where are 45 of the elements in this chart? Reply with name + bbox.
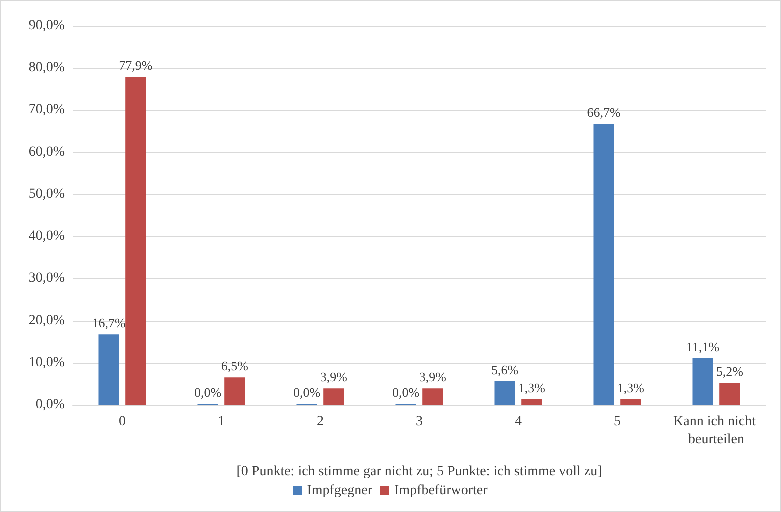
bar bbox=[720, 383, 740, 405]
y-tick-label: 80,0% bbox=[28, 60, 66, 76]
legend-label: Impfbefürworter bbox=[394, 484, 488, 498]
x-tick-label: 2 bbox=[317, 414, 324, 430]
x-tick-label: 3 bbox=[416, 414, 423, 430]
data-label: 0,0% bbox=[294, 385, 321, 400]
bar bbox=[522, 400, 542, 405]
data-label: 0,0% bbox=[194, 385, 222, 400]
bar bbox=[324, 388, 344, 405]
data-label: 77,9% bbox=[119, 58, 153, 73]
bar bbox=[692, 358, 714, 405]
y-tick-label: 50,0% bbox=[28, 186, 66, 202]
y-tick-label: 70,0% bbox=[28, 102, 66, 118]
bar bbox=[494, 381, 516, 405]
x-tick-label: 5 bbox=[614, 414, 621, 430]
bar bbox=[126, 76, 146, 405]
x-tick-label: 1 bbox=[218, 414, 225, 430]
data-label: 16,7% bbox=[92, 316, 126, 331]
data-label: 66,7% bbox=[587, 105, 622, 120]
bar bbox=[224, 378, 246, 405]
y-tick-label: 40,0% bbox=[28, 229, 66, 244]
data-label: 5,2% bbox=[716, 364, 744, 380]
bar bbox=[98, 334, 120, 405]
y-tick-label: 0,0% bbox=[36, 398, 66, 412]
data-label: 3,9% bbox=[419, 370, 447, 385]
data-label: 3,9% bbox=[320, 370, 348, 385]
x-tick-label: 0 bbox=[119, 414, 126, 430]
y-tick-label: 20,0% bbox=[28, 313, 66, 328]
x-tick-label: 4 bbox=[515, 414, 522, 430]
y-tick-label: 30,0% bbox=[28, 271, 66, 286]
data-label: 6,5% bbox=[221, 358, 249, 374]
data-label: 11,1% bbox=[686, 339, 720, 354]
y-tick-label: 90,0% bbox=[28, 18, 66, 34]
data-label: 1,3% bbox=[617, 380, 645, 396]
bar bbox=[422, 388, 444, 405]
data-label: 1,3% bbox=[518, 380, 546, 396]
data-label: 5,6% bbox=[492, 362, 519, 378]
y-tick-label: 60,0% bbox=[28, 144, 66, 160]
x-tick-label: Kann ich nicht beurteilen bbox=[674, 414, 760, 448]
bar bbox=[594, 124, 614, 405]
legend-label: Impfgegner bbox=[307, 484, 373, 498]
y-tick-label: 10,0% bbox=[28, 355, 66, 370]
data-label: 0,0% bbox=[392, 385, 420, 400]
x-axis-title: [0 Punkte: ich stimme gar nicht zu; 5 Punkte: ich stimme voll zu] bbox=[236, 464, 602, 480]
bar bbox=[620, 400, 642, 405]
